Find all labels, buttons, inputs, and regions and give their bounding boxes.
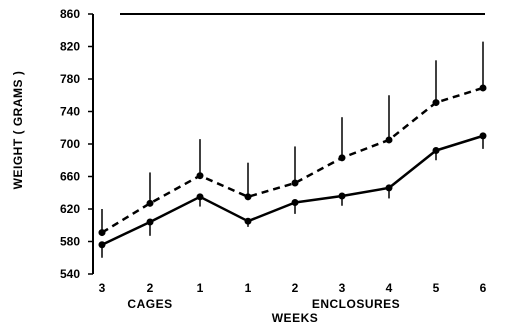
point-dashed: [432, 99, 440, 107]
point-solid: [146, 218, 154, 226]
y-tick-label: 780: [60, 72, 80, 86]
point-dashed: [385, 136, 393, 144]
x-ticks: 3 2 1 1 2 3 4 5 6: [99, 281, 487, 295]
y-tick-label: 740: [60, 105, 80, 119]
x-axis-title: WEEKS: [272, 311, 319, 325]
point-dashed: [244, 193, 252, 201]
y-ticks: 540 580 620 660 700 740 780 820 860: [60, 7, 93, 281]
point-solid: [385, 184, 393, 192]
point-dashed: [98, 229, 106, 237]
point-solid: [432, 147, 440, 154]
y-tick-label: 580: [60, 235, 80, 249]
point-dashed: [291, 179, 299, 187]
point-dashed: [196, 172, 204, 180]
x-tick-label: 6: [480, 281, 487, 295]
point-solid: [338, 192, 346, 200]
point-solid: [291, 199, 299, 206]
y-tick-label: 820: [60, 40, 80, 54]
series-line-dashed: [101, 86, 484, 234]
series-line-solid: [101, 134, 484, 246]
x-group-label: CAGES: [127, 297, 172, 311]
x-group-label: ENCLOSURES: [312, 297, 400, 311]
series-lines: [101, 86, 484, 246]
x-tick-label: 4: [386, 281, 393, 295]
y-tick-label: 700: [60, 137, 80, 151]
series-points: [98, 84, 487, 249]
point-dashed: [146, 199, 154, 207]
axes: [92, 13, 485, 274]
y-tick-label: 660: [60, 170, 80, 184]
y-tick-label: 860: [60, 7, 80, 21]
x-tick-label: 1: [197, 281, 204, 295]
point-solid: [479, 132, 487, 140]
x-tick-label: 2: [147, 281, 154, 295]
point-solid: [244, 217, 252, 225]
y-tick-label: 540: [60, 267, 80, 281]
point-solid: [98, 241, 106, 249]
point-solid: [196, 193, 204, 201]
x-tick-label: 5: [433, 281, 440, 295]
point-dashed: [479, 84, 487, 92]
x-tick-label: 3: [339, 281, 346, 295]
x-tick-label: 3: [99, 281, 106, 295]
x-tick-label: 1: [245, 281, 252, 295]
x-group-labels: CAGES ENCLOSURES: [127, 297, 400, 311]
x-tick-label: 2: [292, 281, 299, 295]
error-bars: [101, 41, 484, 258]
y-axis-title: WEIGHT ( GRAMS ): [11, 71, 25, 190]
point-dashed: [338, 154, 346, 162]
y-tick-label: 620: [60, 202, 80, 216]
